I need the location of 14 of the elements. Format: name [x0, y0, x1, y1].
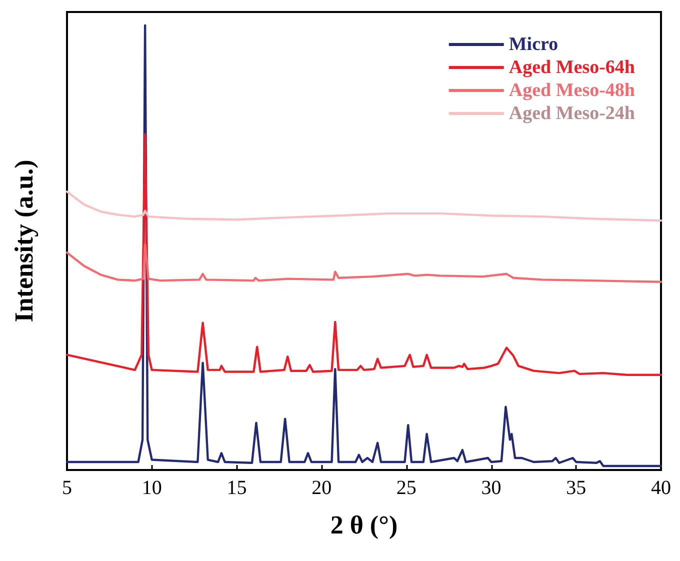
- x-axis-title: 2 θ (°): [330, 510, 398, 540]
- x-tick-label: 5: [62, 477, 72, 499]
- x-tick-label: 40: [651, 477, 671, 499]
- y-axis-title: Intensity (a.u.): [10, 160, 38, 322]
- legend-label: Aged Meso-24h: [508, 103, 636, 124]
- x-tick-label: 20: [312, 477, 332, 499]
- x-tick-label: 25: [396, 477, 416, 499]
- x-tick-label: 15: [226, 477, 247, 499]
- x-tick-label: 35: [566, 477, 586, 499]
- legend-label: Micro: [508, 34, 558, 55]
- x-tick-label: 30: [481, 477, 502, 499]
- legend-label: Aged Meso-48h: [508, 80, 636, 101]
- x-tick-label: 10: [142, 477, 162, 499]
- legend-label: Aged Meso-64h: [508, 57, 636, 78]
